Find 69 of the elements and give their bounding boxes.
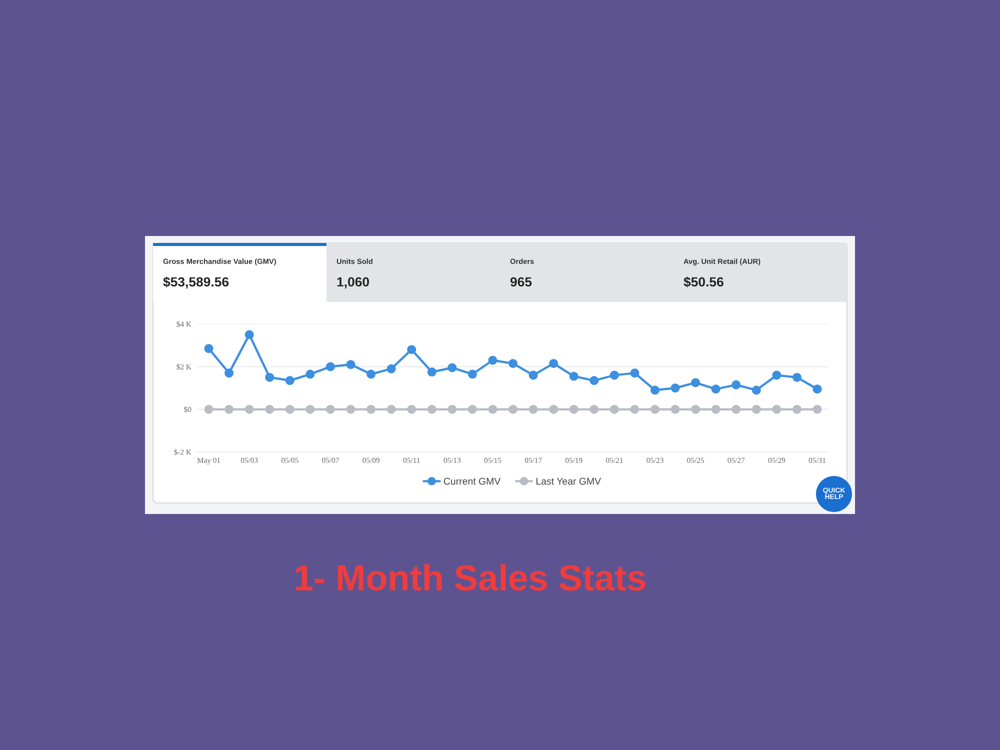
point xyxy=(670,383,680,393)
point xyxy=(610,404,619,414)
legend-label: Last Year GMV xyxy=(536,478,602,485)
point xyxy=(488,356,498,365)
point xyxy=(732,380,741,390)
point xyxy=(386,364,396,374)
point xyxy=(812,384,822,394)
point xyxy=(691,404,700,414)
text: 1,060 xyxy=(337,277,369,288)
point xyxy=(306,404,315,414)
point xyxy=(711,384,720,394)
point xyxy=(346,404,356,414)
text: $53,589.56 xyxy=(163,276,229,288)
point xyxy=(732,404,741,414)
point xyxy=(569,372,578,381)
point xyxy=(650,404,660,414)
point xyxy=(427,404,436,414)
point xyxy=(448,363,457,372)
point xyxy=(346,360,356,370)
point xyxy=(549,404,558,414)
point xyxy=(407,404,416,414)
point xyxy=(448,404,457,414)
point xyxy=(630,368,640,378)
point xyxy=(630,404,640,414)
point xyxy=(752,386,761,395)
point xyxy=(244,330,254,340)
point xyxy=(508,358,518,368)
point xyxy=(610,370,619,380)
point xyxy=(528,404,538,414)
point xyxy=(650,386,660,395)
point xyxy=(549,358,558,368)
point xyxy=(326,362,335,372)
point xyxy=(386,404,396,414)
point xyxy=(752,404,761,414)
point xyxy=(285,404,294,414)
point xyxy=(427,367,436,377)
point xyxy=(528,370,538,380)
point xyxy=(224,404,234,414)
point xyxy=(265,404,274,414)
point xyxy=(265,372,274,382)
point xyxy=(772,370,782,380)
point xyxy=(488,404,498,414)
point xyxy=(244,404,254,414)
point xyxy=(204,404,214,414)
point xyxy=(711,404,720,414)
point xyxy=(691,378,700,388)
legend-label: Current GMV xyxy=(444,478,501,485)
point xyxy=(224,368,234,378)
point xyxy=(508,404,518,414)
point xyxy=(285,376,294,386)
point xyxy=(468,404,477,414)
point xyxy=(812,404,822,414)
point xyxy=(590,404,599,414)
point xyxy=(792,404,802,414)
point xyxy=(366,404,376,414)
point xyxy=(306,370,315,379)
point xyxy=(204,344,214,354)
point xyxy=(366,370,376,379)
point xyxy=(792,372,802,382)
point xyxy=(468,370,477,379)
point xyxy=(590,376,599,386)
point xyxy=(569,404,578,414)
point xyxy=(772,404,782,414)
point xyxy=(407,345,416,354)
point xyxy=(670,404,680,414)
text: $50.56 xyxy=(684,276,724,288)
text: 965 xyxy=(510,277,532,287)
point xyxy=(326,404,335,414)
text: 1- Month Sales Stats xyxy=(296,564,646,591)
